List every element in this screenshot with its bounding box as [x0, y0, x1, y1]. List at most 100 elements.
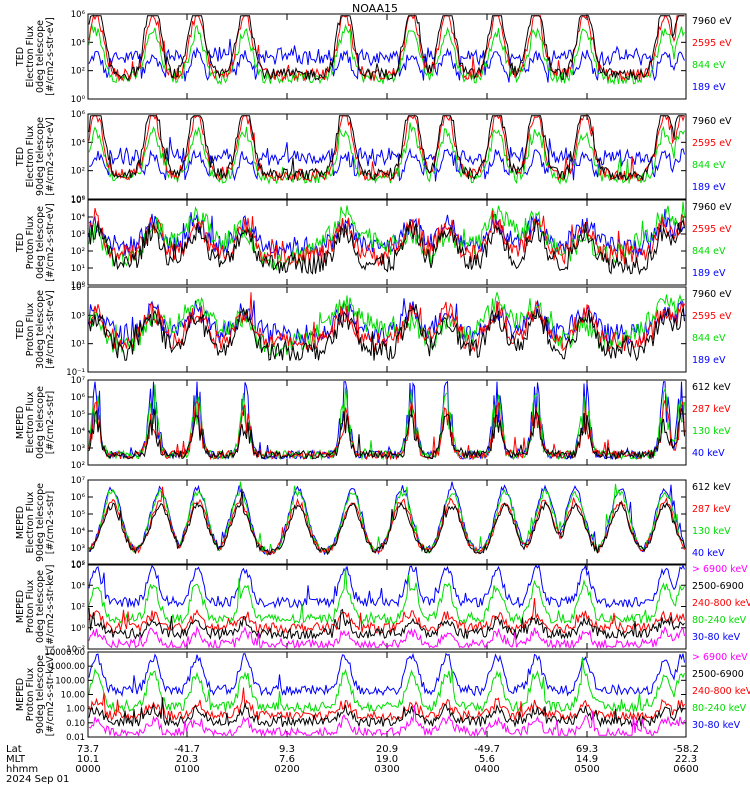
y-axis-label: Electron Flux [25, 125, 36, 187]
y-tick-label: 10³ [71, 544, 85, 554]
legend-entry: 189 eV [692, 182, 726, 193]
legend-entry: 287 keV [692, 504, 731, 515]
footer-mlt: 22.3 [675, 754, 697, 765]
y-tick-label: 10⁷ [71, 476, 86, 486]
series--6900-kev [88, 625, 685, 650]
legend-entry: 240-800 keV [692, 686, 750, 697]
panel-6: 10² 10³ 10⁴ 10⁵ 10⁶ 10⁷ MEPED Electron Flux 90de… [15, 476, 687, 571]
footer-row-label: hhmm [6, 764, 38, 775]
panel-8: 0.01 0.10 1.00 10.00 100.00 1000.00 10000.00 ME… [15, 648, 687, 743]
y-tick-label: 10000.00 [44, 648, 85, 658]
legend-entry: 80-240 keV [692, 615, 747, 626]
footer-hhmm: 0000 [75, 764, 100, 775]
y-tick-label: 1000.00 [50, 662, 85, 672]
y-axis-label: MEPED [15, 506, 26, 539]
series-2500-6900 [88, 697, 685, 728]
y-tick-label: 10⁻¹ [66, 368, 85, 378]
series-7960-ev [88, 115, 685, 182]
footer-lat: -41.7 [174, 744, 200, 755]
series-40-kev [88, 481, 685, 556]
y-axis-label: 90deg telescope [35, 483, 46, 562]
footer-row-label: MLT [6, 754, 26, 765]
footer-lat: -49.7 [474, 744, 500, 755]
panel-frame [87, 479, 687, 566]
footer-hhmm: 0600 [673, 764, 698, 775]
y-axis-label: [#/cm2-s-str-keV] [45, 565, 56, 649]
legend-entry: 844 eV [692, 60, 726, 71]
legend-entry: 612 keV [692, 382, 731, 393]
y-axis-label: 0deg telescope [35, 570, 46, 643]
y-tick-label: 10⁶ [71, 10, 86, 20]
y-tick-label: 10⁶ [71, 110, 86, 120]
legend-entry: 7960 eV [692, 289, 732, 300]
legend-entry: 2500-6900 [692, 581, 744, 592]
y-axis-label: MEPED [15, 678, 26, 711]
footer-mlt: 20.3 [176, 754, 198, 765]
y-axis-label: [#/cm2-s-str] [45, 391, 56, 454]
y-axis-label: [#/cm2-s-str] [45, 491, 56, 554]
y-tick-label: 10⁰ [71, 95, 86, 105]
footer-mlt: 5.6 [479, 754, 495, 765]
footer-lat: 73.7 [77, 744, 99, 755]
y-axis-label: Electron Flux [25, 491, 36, 553]
legend-entry: 844 eV [692, 246, 726, 257]
y-tick-label: 10⁵ [71, 283, 85, 293]
series--6900-kev [88, 705, 685, 738]
y-axis-label: 90deg telescope [35, 117, 46, 196]
series-80-240-kev [88, 567, 685, 626]
panel-3: 10⁰ 10¹ 10² 10³ 10⁴ 10⁵ TED Proton Flux 0deg tel… [15, 196, 687, 291]
y-tick-label: 10⁷ [71, 376, 86, 386]
legend-entry: 240-800 keV [692, 598, 750, 609]
y-tick-label: 10³ [71, 230, 85, 240]
legend-entry: 2500-6900 [692, 669, 744, 680]
series-189-ev [88, 38, 685, 83]
panel-5: 10² 10³ 10⁴ 10⁵ 10⁶ 10⁷ MEPED Electron Flux 0deg… [15, 376, 687, 471]
series-844-ev [88, 292, 685, 358]
legend-entry: 130 keV [692, 526, 731, 537]
y-tick-label: 10⁵ [71, 196, 85, 206]
y-tick-label: 10³ [71, 444, 85, 454]
series-80-240-kev [88, 657, 685, 714]
legend-entry: 612 keV [692, 482, 731, 493]
y-axis-label: 0deg telescope [35, 386, 46, 459]
y-tick-label: 10² [71, 167, 85, 177]
footer-hhmm: 0100 [174, 764, 199, 775]
y-axis-label: 90deg telescope [35, 655, 46, 734]
panel-4: 10⁻¹ 10¹ 10³ 10⁵ TED Proton Flux 30deg telesco… [15, 283, 687, 378]
panel-1: 10⁰ 10² 10⁴ 10⁶ TED Electron Flux 0deg telesco… [15, 10, 687, 105]
footer-hhmm: 0400 [474, 764, 499, 775]
panel-7: 10⁻² 10⁰ 10² 10⁴ 10⁶ MEPED Proton Flux 0deg tel… [15, 560, 687, 655]
footer-hhmm: 0500 [574, 764, 599, 775]
series-189-ev [89, 136, 685, 182]
y-axis-label: Electron Flux [25, 391, 36, 453]
y-tick-label: 10⁴ [71, 138, 86, 148]
y-tick-label: 10⁴ [71, 527, 86, 537]
legend-entry: > 6900 keV [692, 652, 748, 663]
series-2500-6900 [88, 607, 685, 641]
legend-entry: 189 eV [692, 355, 726, 366]
y-tick-label: 100.00 [55, 676, 85, 686]
legend-entry: 7960 eV [692, 202, 732, 213]
legend-entry: 130 keV [692, 426, 731, 437]
y-axis-label: [#/cm2-s-str-keV] [45, 653, 56, 737]
y-axis-label: 30deg telescope [35, 290, 46, 369]
legend-entry: 2595 eV [692, 224, 732, 235]
y-tick-label: 10² [71, 67, 85, 77]
footer-hhmm: 0200 [274, 764, 299, 775]
y-axis-label: TED [15, 147, 26, 167]
y-axis-label: [#/cm2-s-str-eV] [45, 290, 56, 369]
series-7960-ev [88, 218, 685, 276]
series-844-ev [88, 23, 685, 86]
footer-hhmm: 0300 [374, 764, 399, 775]
y-tick-label: 10² [71, 603, 85, 613]
footer-mlt: 19.0 [376, 754, 398, 765]
y-axis-label: MEPED [15, 406, 26, 439]
y-tick-label: 0.01 [66, 733, 85, 743]
footer-lat: -58.2 [673, 744, 699, 755]
legend-entry: 844 eV [692, 160, 726, 171]
footer-row-label: Lat [6, 744, 22, 755]
footer-mlt: 14.9 [576, 754, 598, 765]
series-2595-ev [88, 113, 685, 183]
legend-entry: 189 eV [692, 268, 726, 279]
